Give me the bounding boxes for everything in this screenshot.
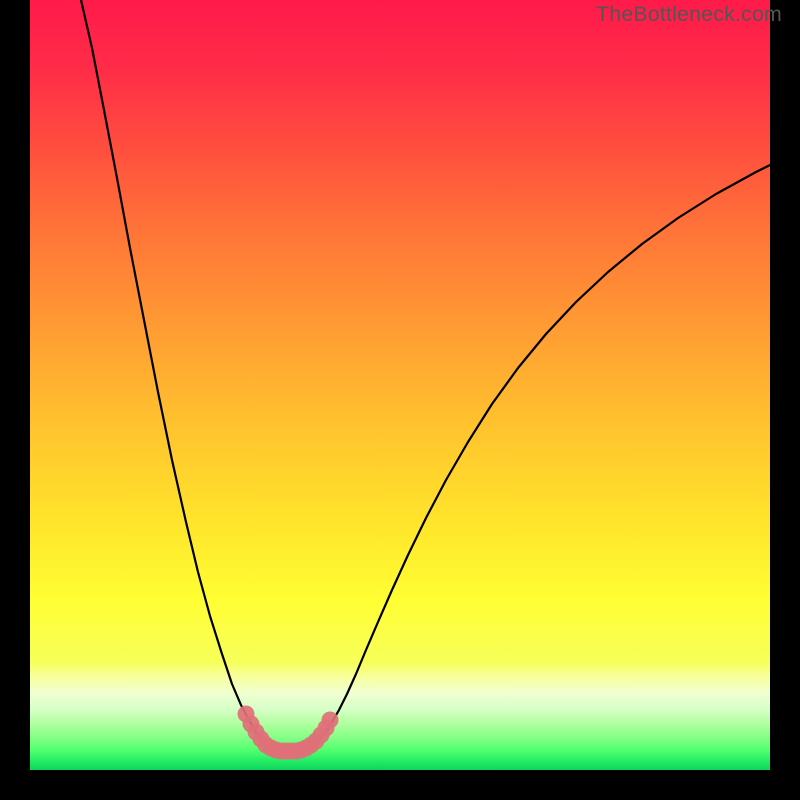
- chart-container: TheBottleneck.com: [0, 0, 800, 800]
- plot-svg: [30, 0, 770, 770]
- plot-area: [30, 0, 770, 770]
- gradient-background: [30, 0, 770, 770]
- highlight-marker: [322, 712, 339, 729]
- watermark-text: TheBottleneck.com: [596, 2, 782, 27]
